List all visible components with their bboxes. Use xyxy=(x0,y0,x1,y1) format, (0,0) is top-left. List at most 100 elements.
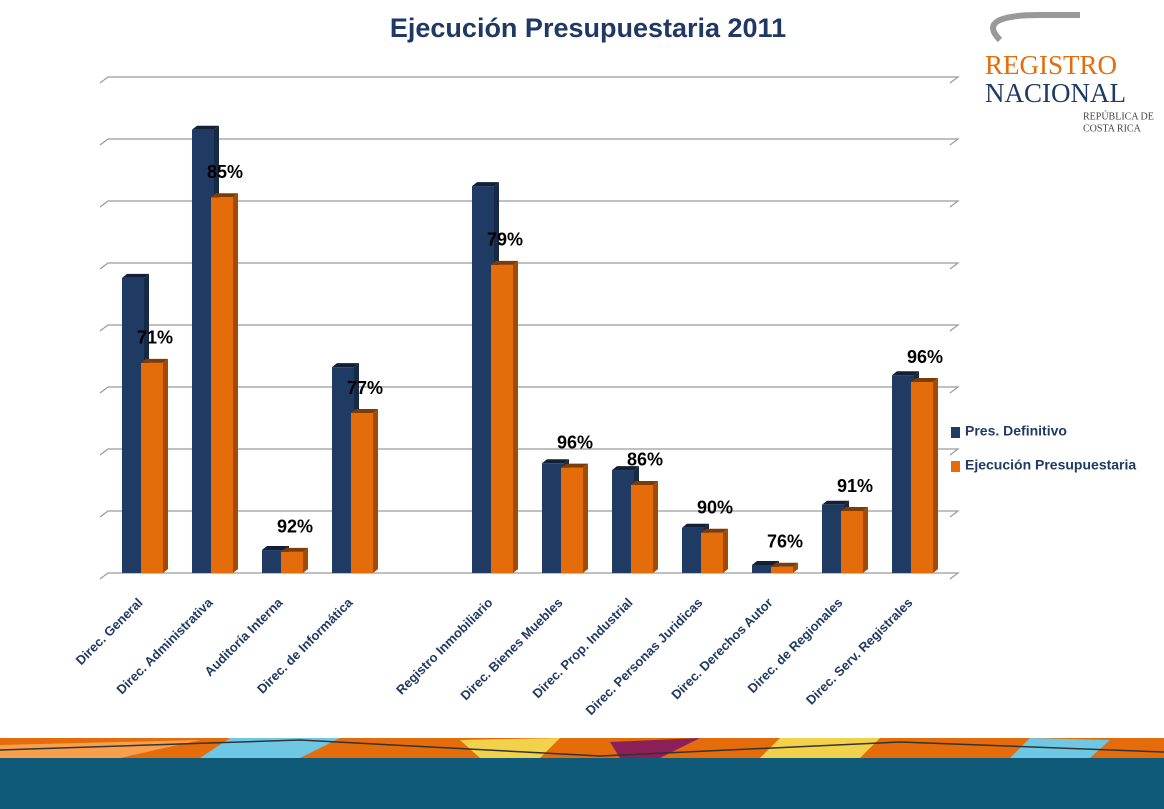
grid-line xyxy=(99,200,960,208)
bar-front xyxy=(892,375,914,573)
logo-line: NACIONAL xyxy=(985,78,1126,108)
data-label: 92% xyxy=(277,517,313,537)
bar-front xyxy=(351,413,373,573)
grid-line xyxy=(99,386,960,394)
bar xyxy=(211,193,238,573)
bar-top xyxy=(771,562,798,567)
bar-front xyxy=(542,463,564,573)
footer-line xyxy=(0,739,1164,757)
bar-side xyxy=(163,358,168,573)
bar-side xyxy=(933,378,938,573)
bar-front xyxy=(262,550,284,573)
bar-top xyxy=(491,260,518,265)
bar-front xyxy=(281,551,303,573)
data-label: 96% xyxy=(557,432,593,452)
logo: REGISTRO NACIONAL REPÚBLICA DE COSTA RIC… xyxy=(985,12,1154,134)
legend-swatch xyxy=(951,461,960,472)
bar-top xyxy=(122,273,149,278)
legend-label: Ejecución Presupuestaria xyxy=(965,457,1136,473)
bar-top xyxy=(752,560,779,565)
footer-band xyxy=(0,758,1164,809)
grid-line xyxy=(99,448,960,456)
bar-front xyxy=(701,532,723,573)
grid-line xyxy=(99,572,960,580)
bar-side xyxy=(653,480,658,573)
bar-front xyxy=(771,566,793,573)
bar xyxy=(701,528,728,573)
grid-line xyxy=(99,76,960,84)
bar-side xyxy=(233,193,238,573)
bar-side xyxy=(863,507,868,573)
bar-front xyxy=(911,382,933,573)
bar-top xyxy=(911,378,938,383)
bar-top xyxy=(841,507,868,511)
bar-top xyxy=(822,500,849,505)
logo-swoosh xyxy=(990,12,1080,43)
footer-shape xyxy=(760,738,880,758)
bar xyxy=(631,480,658,573)
bar-front xyxy=(472,186,494,573)
data-label: 79% xyxy=(487,230,523,250)
bar-front xyxy=(211,197,233,573)
bar xyxy=(841,507,868,573)
bar xyxy=(491,260,518,573)
grid-line xyxy=(99,138,960,146)
bar-top xyxy=(332,363,359,368)
footer-shape xyxy=(610,738,700,758)
bar-front xyxy=(332,367,354,573)
bar-side xyxy=(303,547,308,573)
bar-front xyxy=(192,129,214,573)
bar-top xyxy=(631,480,658,485)
data-label: 90% xyxy=(697,497,733,517)
data-label: 91% xyxy=(837,476,873,496)
legend-label: Pres. Definitivo xyxy=(965,423,1067,439)
bar-top xyxy=(351,409,378,414)
x-tick-label: Direc. General xyxy=(73,595,146,668)
grid-line xyxy=(99,510,960,518)
bar-top xyxy=(682,523,709,528)
bar-front xyxy=(491,264,513,573)
data-label: 77% xyxy=(347,378,383,398)
logo-line: REGISTRO xyxy=(985,50,1117,80)
bar-side xyxy=(583,463,588,573)
bar-front xyxy=(631,484,653,573)
bar xyxy=(281,547,308,573)
bar-top xyxy=(192,125,219,130)
bar-top xyxy=(892,371,919,376)
bar-front xyxy=(141,362,163,573)
footer-banner xyxy=(0,738,1164,809)
grid-line xyxy=(99,262,960,270)
bar-side xyxy=(513,260,518,573)
bar-top xyxy=(542,459,569,464)
bar-front xyxy=(682,527,704,573)
x-tick-label: Direc. Personas Juridicas xyxy=(583,595,706,718)
data-label: 85% xyxy=(207,162,243,182)
bar xyxy=(911,378,938,573)
data-label: 71% xyxy=(137,328,173,348)
bar-side xyxy=(373,409,378,573)
bar-side xyxy=(793,562,798,573)
bar-top xyxy=(262,546,289,551)
bar-front xyxy=(841,511,863,573)
data-label: 96% xyxy=(907,347,943,367)
bar-top xyxy=(472,182,499,187)
data-label: 86% xyxy=(627,450,663,470)
legend-swatch xyxy=(951,427,960,438)
bar-top xyxy=(701,528,728,533)
bar-front xyxy=(752,564,774,573)
logo-line: COSTA RICA xyxy=(1083,123,1142,134)
bar xyxy=(561,463,588,573)
bar xyxy=(771,562,798,573)
bar-front xyxy=(561,467,583,573)
bar-front xyxy=(122,277,144,573)
bar-side xyxy=(723,528,728,573)
data-label: 76% xyxy=(767,532,803,552)
bar-top xyxy=(612,466,639,471)
bar-front xyxy=(822,504,844,573)
bar-top xyxy=(561,463,588,468)
bar-top xyxy=(281,547,308,552)
bar-front xyxy=(612,470,634,573)
logo-line: REPÚBLICA DE xyxy=(1083,110,1154,122)
